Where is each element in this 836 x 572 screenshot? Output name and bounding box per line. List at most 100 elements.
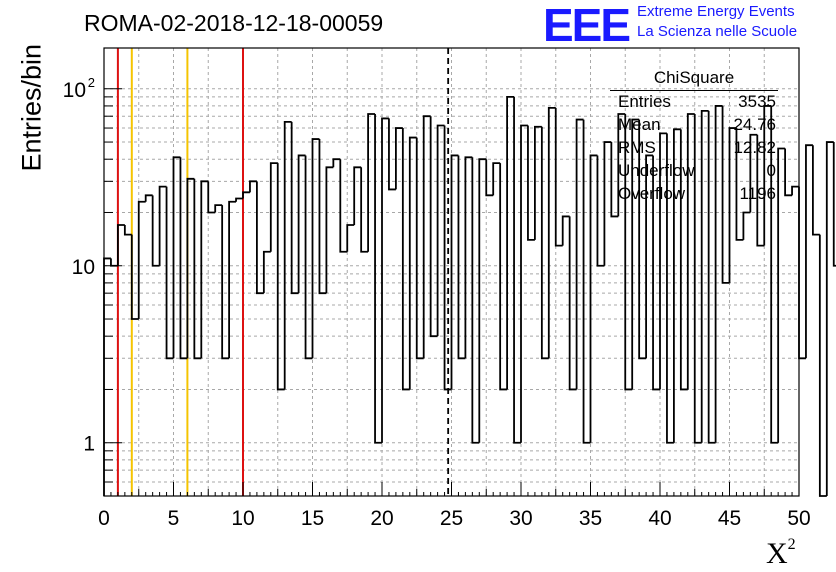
histogram-bin (756, 134, 765, 247)
histogram-bin (547, 106, 556, 359)
histogram-bin (638, 119, 647, 360)
x-tick-label: 20 (370, 507, 393, 530)
histogram-bin (832, 142, 836, 267)
histogram-bin (311, 138, 320, 359)
y-tick-label: 10 (72, 256, 95, 279)
y-tick-label: 10 (63, 79, 86, 102)
histogram-bin (812, 145, 820, 236)
histogram-bin (151, 195, 160, 267)
histogram-bin (700, 109, 709, 443)
histogram-bin (332, 158, 341, 168)
histogram-bin (666, 133, 674, 444)
stats-key: RMS (618, 138, 656, 157)
histogram-bin (255, 181, 264, 295)
x-tick-label: 35 (579, 507, 602, 530)
stats-value: 3535 (738, 92, 776, 111)
histogram-bin (568, 216, 577, 391)
histogram-bin (422, 115, 431, 359)
histogram-bin (443, 125, 452, 391)
histogram-bin (304, 155, 313, 360)
histogram-bin (325, 166, 334, 294)
histogram-bin (534, 125, 542, 240)
histogram-bin (464, 156, 473, 359)
histogram-bin (235, 197, 243, 202)
histogram-bin (645, 154, 654, 359)
histogram-bin (582, 119, 591, 444)
histogram-bin (200, 180, 209, 359)
stats-row-overflow: Overflow 1196 (618, 184, 776, 206)
run-title: ROMA-02-2018-12-18-00059 (84, 10, 384, 36)
histogram-bin (561, 215, 570, 246)
histogram-bin (721, 105, 730, 284)
histogram-bin (679, 129, 688, 391)
histogram-bin (339, 159, 348, 253)
histogram-bin (617, 113, 626, 217)
stats-value: 12.82 (733, 138, 776, 157)
stats-row-entries: Entries 3535 (618, 92, 776, 114)
histogram-bin (110, 258, 118, 267)
histogram-bin (318, 139, 327, 295)
histogram-bin (158, 185, 167, 266)
histogram-bin (249, 180, 257, 193)
histogram-bin (520, 124, 528, 443)
stats-key: Entries (618, 92, 671, 111)
histogram-bin (130, 234, 139, 320)
histogram-bin (610, 142, 619, 218)
histogram-bin (415, 137, 424, 360)
histogram-bin (499, 163, 508, 391)
histogram-bin (346, 224, 355, 252)
histogram-bin (276, 163, 285, 391)
histogram-bin (193, 178, 202, 360)
stats-title-rule (610, 90, 778, 91)
histogram-bin (117, 224, 125, 266)
histogram-bin (478, 158, 487, 443)
histogram-bin (540, 126, 549, 360)
histogram-bin (144, 194, 153, 202)
histogram-bin (603, 141, 612, 266)
histogram-bin (485, 159, 494, 197)
histogram-bin (575, 118, 584, 390)
histogram-bin (283, 120, 292, 390)
histogram-bin (401, 128, 410, 391)
histogram-bin (165, 186, 174, 360)
histogram-bin (798, 186, 806, 360)
histogram-bin (388, 118, 396, 191)
histogram-bin (207, 181, 216, 214)
histogram-bin (429, 116, 438, 338)
histogram-bin (269, 162, 278, 252)
histogram-bin (297, 154, 306, 294)
stats-row-mean: Mean 24.76 (618, 115, 776, 137)
stats-row-rms: RMS 12.82 (618, 138, 776, 160)
histogram-bin (742, 211, 751, 240)
stats-title: ChiSquare (653, 68, 735, 87)
histogram-bin (381, 117, 389, 443)
x-tick-label: 5 (168, 507, 180, 530)
histogram-bin (527, 125, 535, 241)
histogram-bin (763, 105, 772, 246)
histogram-bin (123, 224, 132, 236)
histogram-bin (513, 96, 521, 444)
axis-ticks (103, 88, 800, 497)
x-tick-label: 30 (509, 507, 532, 530)
histogram-bin (554, 107, 563, 247)
y-tick-label: 1 (83, 433, 95, 456)
histogram-bin (221, 205, 230, 360)
histogram-bin (242, 191, 250, 199)
histogram-bin (137, 200, 146, 320)
histogram-bin (735, 128, 744, 241)
histogram-bin (395, 127, 403, 190)
histogram-bin (228, 200, 237, 359)
histogram-bin (471, 157, 480, 444)
histogram-bin (686, 113, 695, 390)
histogram-bin (791, 185, 799, 196)
histogram-bin (631, 118, 640, 390)
y-tick-label-exponent: 2 (88, 75, 95, 90)
histogram-bin (457, 155, 466, 360)
x-tick-label: 45 (718, 507, 741, 530)
histogram-bin (214, 204, 223, 213)
histogram-bin (367, 113, 376, 252)
histogram-bin (179, 157, 188, 360)
stats-value: 1196 (739, 184, 776, 203)
histogram-bin (506, 95, 515, 390)
histogram-bin (659, 132, 667, 390)
